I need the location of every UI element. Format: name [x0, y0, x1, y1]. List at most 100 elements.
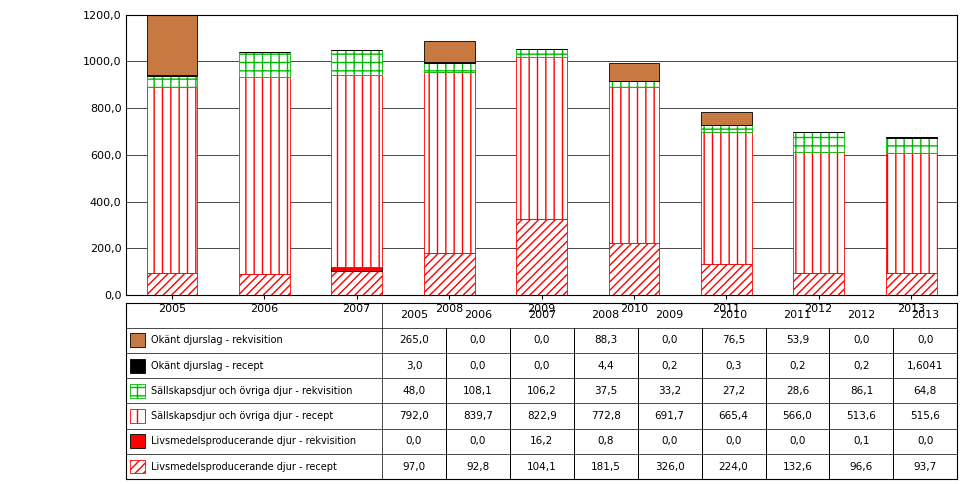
Text: 2008: 2008	[592, 310, 620, 320]
Text: 4,4: 4,4	[598, 361, 614, 371]
Text: 88,3: 88,3	[594, 335, 617, 346]
Bar	[239, 77, 290, 273]
Bar	[793, 152, 844, 272]
Text: 132,6: 132,6	[782, 462, 812, 471]
Bar	[886, 153, 937, 273]
Text: Okänt djurslag - rekvisition: Okänt djurslag - rekvisition	[151, 335, 282, 346]
Text: 0,0: 0,0	[661, 335, 678, 346]
Text: 0,8: 0,8	[598, 436, 614, 446]
Bar	[608, 63, 659, 81]
Text: 97,0: 97,0	[402, 462, 425, 471]
Text: Livsmedelsproducerande djur - recept: Livsmedelsproducerande djur - recept	[151, 462, 337, 471]
Text: 64,8: 64,8	[914, 386, 937, 396]
Bar	[130, 359, 145, 373]
Text: 513,6: 513,6	[846, 411, 876, 421]
Bar	[239, 273, 290, 295]
Bar	[239, 52, 290, 77]
Text: 0,0: 0,0	[917, 436, 933, 446]
Bar	[701, 132, 751, 264]
Text: 0,0: 0,0	[853, 335, 869, 346]
Text: 96,6: 96,6	[850, 462, 873, 471]
Bar	[424, 253, 475, 295]
Bar	[130, 333, 145, 348]
Bar	[130, 460, 145, 473]
Bar	[332, 75, 382, 267]
Text: 665,4: 665,4	[718, 411, 748, 421]
Text: 2013: 2013	[911, 310, 939, 320]
Text: 93,7: 93,7	[914, 462, 937, 471]
Text: Okänt djurslag - recept: Okänt djurslag - recept	[151, 361, 263, 371]
Bar	[608, 87, 659, 243]
Text: 0,0: 0,0	[534, 335, 550, 346]
Text: Livsmedelsproducerande djur - rekvisition: Livsmedelsproducerande djur - rekvisitio…	[151, 436, 356, 446]
Bar	[516, 57, 567, 219]
Bar	[793, 132, 844, 152]
Text: 181,5: 181,5	[591, 462, 621, 471]
Text: 33,2: 33,2	[658, 386, 682, 396]
Text: 0,0: 0,0	[470, 361, 486, 371]
Text: 691,7: 691,7	[655, 411, 685, 421]
Bar	[424, 72, 475, 253]
Text: 0,2: 0,2	[853, 361, 869, 371]
Bar	[516, 49, 567, 57]
Text: 772,8: 772,8	[591, 411, 621, 421]
Bar	[424, 41, 475, 62]
Bar	[516, 219, 567, 295]
Text: 2009: 2009	[656, 310, 684, 320]
Text: 104,1: 104,1	[527, 462, 557, 471]
Bar	[130, 384, 145, 398]
Text: 0,0: 0,0	[661, 436, 678, 446]
Text: 224,0: 224,0	[718, 462, 748, 471]
Bar	[332, 267, 382, 271]
Text: 792,0: 792,0	[399, 411, 428, 421]
Text: 2007: 2007	[528, 310, 556, 320]
Text: 0,0: 0,0	[917, 335, 933, 346]
Text: 76,5: 76,5	[722, 335, 746, 346]
Bar	[332, 271, 382, 295]
Text: 37,5: 37,5	[594, 386, 617, 396]
Text: 0,1: 0,1	[853, 436, 869, 446]
Bar	[130, 409, 145, 423]
Text: 0,0: 0,0	[789, 436, 806, 446]
Text: 3,0: 3,0	[406, 361, 423, 371]
Text: Sällskapsdjur och övriga djur - rekvisition: Sällskapsdjur och övriga djur - rekvisit…	[151, 386, 352, 396]
Text: 86,1: 86,1	[850, 386, 873, 396]
Text: 2005: 2005	[400, 310, 428, 320]
Text: 27,2: 27,2	[722, 386, 746, 396]
Text: Sällskapsdjur och övriga djur - recept: Sällskapsdjur och övriga djur - recept	[151, 411, 333, 421]
Bar	[886, 137, 937, 153]
Bar	[424, 63, 475, 72]
Text: 566,0: 566,0	[782, 411, 812, 421]
Bar	[608, 243, 659, 295]
Text: 92,8: 92,8	[466, 462, 489, 471]
Text: 1,6041: 1,6041	[907, 361, 944, 371]
Bar	[886, 273, 937, 295]
Text: 515,6: 515,6	[910, 411, 940, 421]
Text: 16,2: 16,2	[530, 436, 553, 446]
Bar	[701, 264, 751, 295]
Bar	[608, 81, 659, 87]
Text: 108,1: 108,1	[463, 386, 493, 396]
Bar	[147, 76, 197, 87]
Bar	[701, 112, 751, 125]
Bar	[793, 272, 844, 295]
Text: 0,3: 0,3	[725, 361, 742, 371]
Text: 265,0: 265,0	[399, 335, 428, 346]
Text: 0,0: 0,0	[725, 436, 742, 446]
Text: 2010: 2010	[719, 310, 747, 320]
Bar	[701, 125, 751, 132]
Bar	[130, 434, 145, 448]
Text: 2012: 2012	[847, 310, 875, 320]
Text: 0,0: 0,0	[470, 335, 486, 346]
Text: 106,2: 106,2	[527, 386, 557, 396]
Text: 0,0: 0,0	[406, 436, 423, 446]
Text: 0,2: 0,2	[789, 361, 806, 371]
Text: 839,7: 839,7	[463, 411, 493, 421]
Bar	[147, 14, 197, 76]
Bar	[147, 87, 197, 272]
Bar	[424, 62, 475, 63]
Text: 0,0: 0,0	[470, 436, 486, 446]
Text: 822,9: 822,9	[527, 411, 557, 421]
Text: 53,9: 53,9	[786, 335, 809, 346]
Text: 48,0: 48,0	[402, 386, 425, 396]
